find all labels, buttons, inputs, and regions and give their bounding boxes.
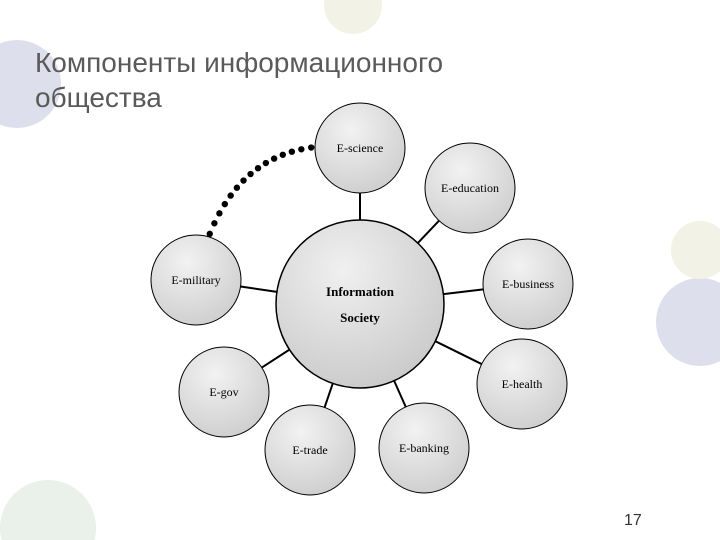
dotted-arc-dot	[211, 220, 217, 226]
dotted-arc-dot	[216, 210, 222, 216]
spoke	[241, 287, 277, 292]
dotted-arc-dot	[227, 192, 233, 198]
dotted-arc-dot	[247, 171, 253, 177]
node-label-e-business: E-business	[502, 277, 554, 291]
dotted-arc-dot	[289, 148, 295, 154]
spoke	[262, 350, 290, 368]
center-node	[276, 220, 444, 388]
dotted-arc-dot	[255, 165, 261, 171]
node-label-e-banking: E-banking	[399, 441, 449, 455]
dotted-arc-dot	[308, 144, 314, 150]
spoke	[435, 341, 481, 364]
spoke	[443, 289, 483, 294]
node-label-e-education: E-education	[441, 181, 499, 195]
dotted-arc-dot	[280, 152, 286, 158]
center-label-line2: Society	[340, 310, 380, 325]
spoke	[394, 381, 406, 407]
node-label-e-gov: E-gov	[209, 385, 238, 399]
page-number: 17	[624, 512, 642, 530]
page-number-text: 17	[624, 512, 642, 529]
dotted-arc-dot	[240, 177, 246, 183]
dotted-arc-dot	[222, 201, 228, 207]
dotted-arc-dot	[271, 155, 277, 161]
node-label-e-trade: E-trade	[292, 443, 327, 457]
dotted-arc-dot	[298, 146, 304, 152]
spoke	[418, 221, 439, 243]
node-label-e-science: E-science	[337, 141, 384, 155]
information-society-diagram: Information Society E-science E-education E-…	[0, 0, 720, 540]
node-label-e-health: E-health	[502, 377, 543, 391]
node-label-e-military: E-military	[171, 273, 220, 287]
dotted-arc-dot	[263, 160, 269, 166]
dotted-arc-dot	[234, 185, 240, 191]
spoke	[325, 383, 333, 407]
center-label-line1: Information	[326, 284, 395, 299]
